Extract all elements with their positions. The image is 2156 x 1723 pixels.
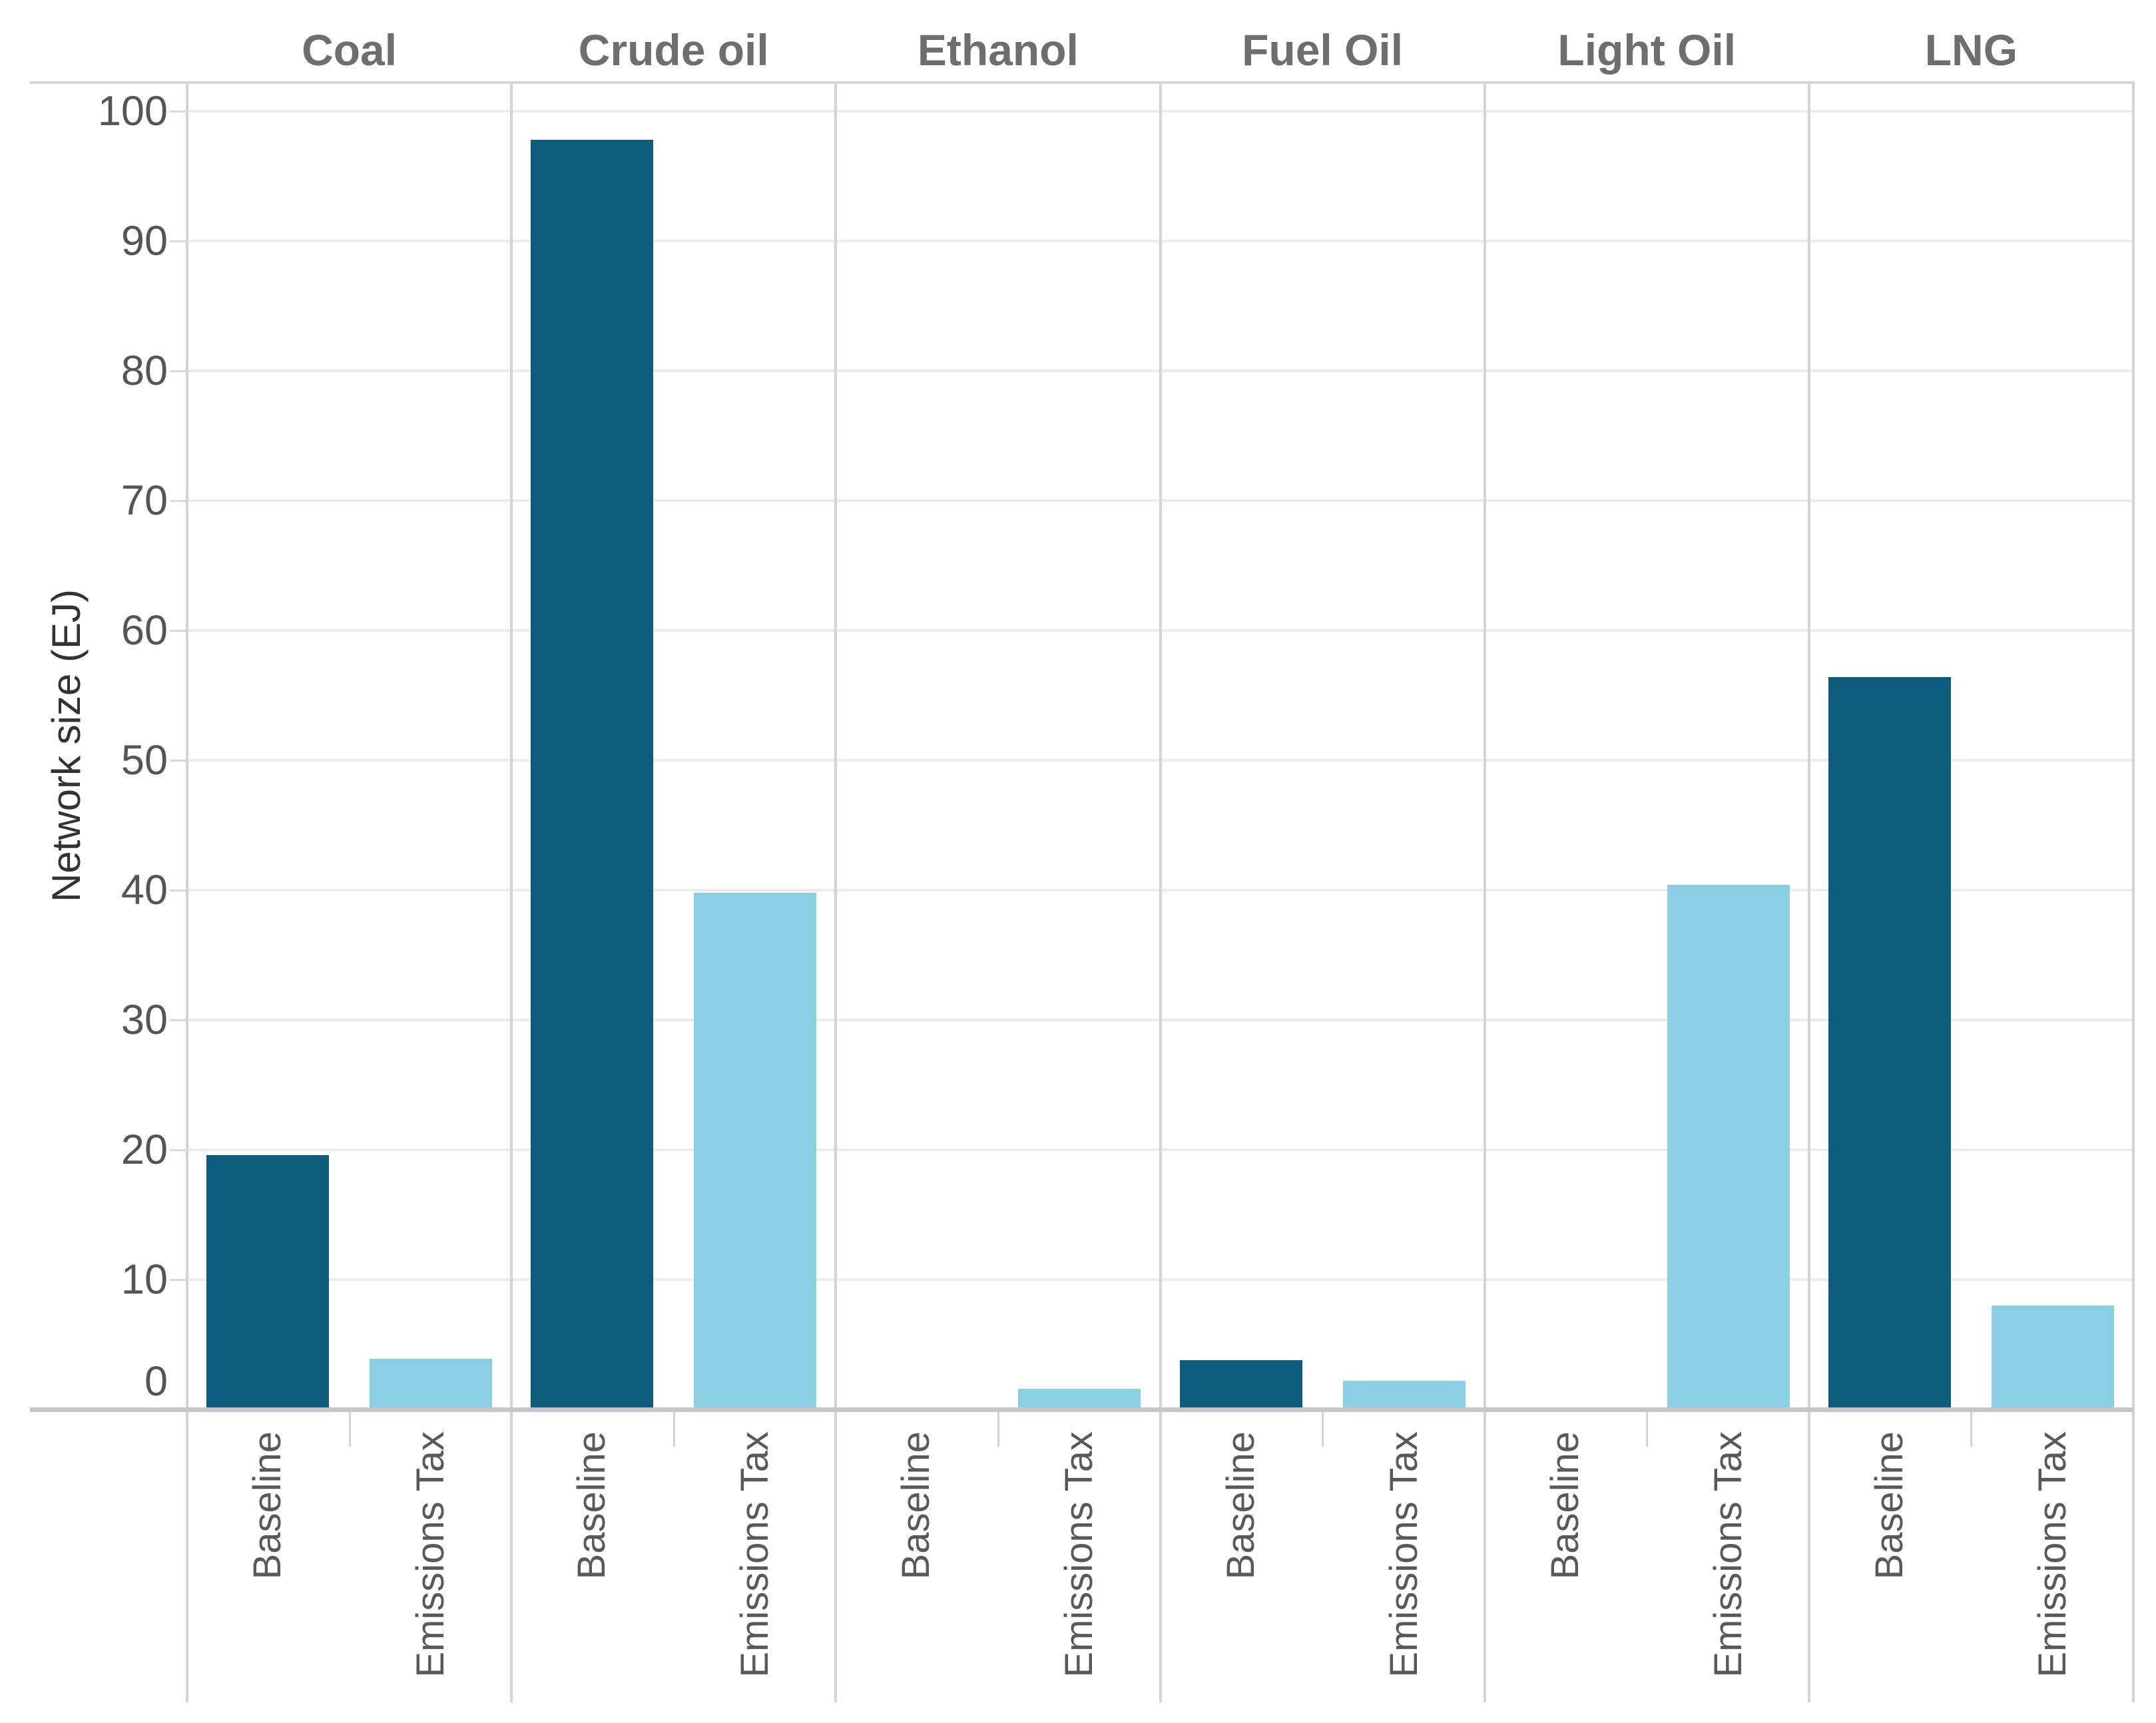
y-axis-tick bbox=[170, 111, 187, 113]
y-tick-label: 40 bbox=[121, 867, 168, 913]
y-axis-tick bbox=[170, 630, 187, 632]
panel-border bbox=[510, 81, 513, 1702]
x-axis-tick bbox=[997, 1409, 999, 1447]
x-axis-tick bbox=[1322, 1409, 1324, 1447]
y-axis-tick bbox=[170, 370, 187, 372]
x-tick-label: Emissions Tax bbox=[1382, 1431, 1426, 1678]
y-tick-label: 80 bbox=[121, 348, 168, 394]
panel-title: Coal bbox=[302, 25, 398, 75]
x-axis-tick bbox=[1970, 1409, 1973, 1447]
bar-emissions-tax bbox=[1018, 1388, 1141, 1409]
y-tick-label: 10 bbox=[121, 1256, 168, 1303]
y-axis-tick bbox=[170, 1279, 187, 1281]
x-tick-label: Baseline bbox=[1867, 1431, 1911, 1580]
bar-emissions-tax bbox=[1991, 1306, 2114, 1409]
x-axis-tick bbox=[1646, 1409, 1649, 1447]
y-tick-label: 90 bbox=[121, 218, 168, 264]
panel-border bbox=[186, 81, 188, 1702]
x-tick-label: Emissions Tax bbox=[1057, 1431, 1101, 1678]
panel-title: Light Oil bbox=[1557, 25, 1737, 75]
panel-border bbox=[2132, 81, 2135, 1702]
bar-emissions-tax bbox=[1342, 1381, 1466, 1409]
x-tick-label: Baseline bbox=[1218, 1431, 1262, 1580]
panel-title: Fuel Oil bbox=[1242, 25, 1404, 75]
x-tick-label: Baseline bbox=[570, 1431, 614, 1580]
bar-emissions-tax bbox=[1667, 885, 1790, 1409]
x-axis-line bbox=[30, 1407, 2133, 1412]
panel-border bbox=[834, 81, 838, 1702]
x-tick-label: Baseline bbox=[246, 1431, 289, 1580]
panel-title: Ethanol bbox=[917, 25, 1079, 75]
y-tick-label: 60 bbox=[121, 607, 168, 654]
y-tick-label: 20 bbox=[121, 1126, 168, 1173]
panel-title: Crude oil bbox=[578, 25, 769, 75]
bar-baseline bbox=[531, 139, 654, 1409]
bar-baseline bbox=[1179, 1359, 1302, 1409]
x-tick-label: Emissions Tax bbox=[733, 1431, 777, 1678]
y-axis-tick bbox=[170, 1149, 187, 1151]
bar-emissions-tax bbox=[370, 1358, 492, 1409]
y-tick-label: 0 bbox=[144, 1358, 168, 1405]
x-axis-tick bbox=[348, 1409, 351, 1447]
y-tick-label: 70 bbox=[121, 477, 168, 524]
x-tick-label: Baseline bbox=[894, 1431, 938, 1580]
x-axis-tick bbox=[673, 1409, 675, 1447]
y-tick-label: 100 bbox=[97, 88, 168, 134]
y-axis-tick bbox=[170, 889, 187, 891]
plot-top-border bbox=[30, 81, 2133, 84]
x-tick-label: Emissions Tax bbox=[2030, 1431, 2074, 1678]
panel-border bbox=[1159, 81, 1162, 1702]
y-axis-tick bbox=[170, 240, 187, 242]
bar-baseline bbox=[206, 1154, 329, 1409]
x-tick-label: Baseline bbox=[1543, 1431, 1587, 1580]
y-axis-tick bbox=[170, 760, 187, 762]
y-axis-tick bbox=[170, 500, 187, 502]
x-tick-label: Emissions Tax bbox=[409, 1431, 452, 1678]
x-tick-label: Emissions Tax bbox=[1706, 1431, 1750, 1678]
y-tick-label: 30 bbox=[121, 997, 168, 1043]
y-axis-tick bbox=[170, 1019, 187, 1021]
bar-baseline bbox=[1828, 677, 1951, 1409]
panel-title: LNG bbox=[1924, 25, 2018, 75]
bar-emissions-tax bbox=[694, 892, 817, 1409]
panel-border bbox=[1807, 81, 1810, 1702]
panel-border bbox=[1483, 81, 1486, 1702]
y-tick-label: 50 bbox=[121, 737, 168, 784]
